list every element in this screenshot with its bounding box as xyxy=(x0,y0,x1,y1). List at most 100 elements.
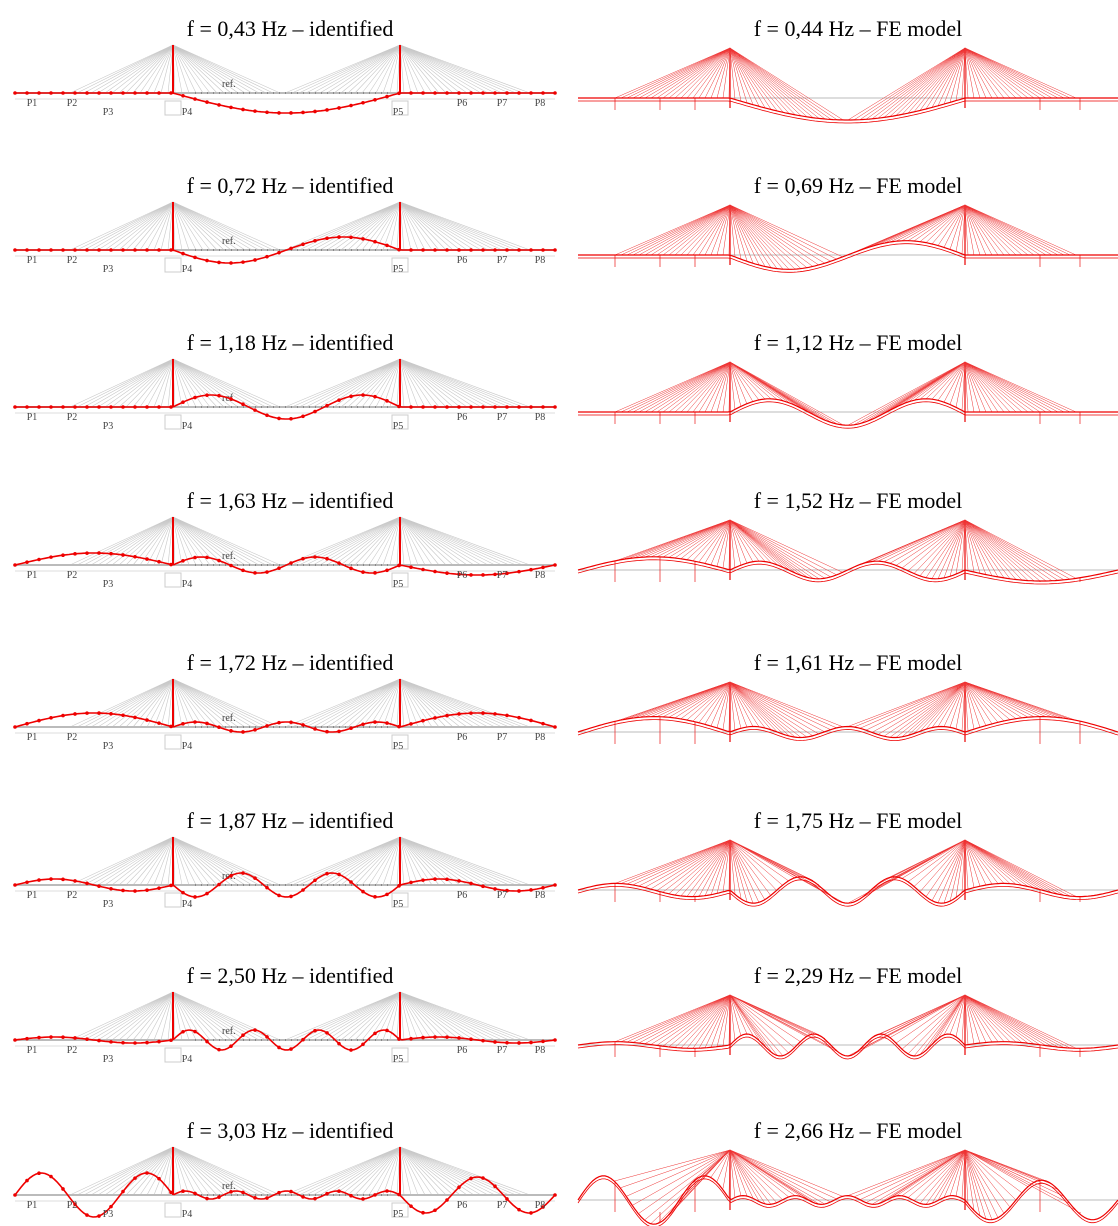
sensor xyxy=(181,559,185,563)
sensor xyxy=(73,1036,77,1040)
sensor xyxy=(385,1189,389,1193)
sensor xyxy=(145,718,149,722)
cable xyxy=(914,362,965,400)
cable xyxy=(400,359,523,407)
pier-label: P4 xyxy=(182,1209,193,1220)
sensor xyxy=(145,405,149,409)
sensor xyxy=(517,1208,521,1212)
sensor xyxy=(49,555,53,559)
sensor xyxy=(13,1193,17,1197)
sensor xyxy=(313,879,317,883)
sensor xyxy=(97,884,101,888)
sensor xyxy=(469,248,473,252)
cable xyxy=(730,1150,771,1204)
cable xyxy=(173,1147,252,1195)
sensor xyxy=(553,405,557,409)
sensor xyxy=(385,399,389,403)
pier-label: P5 xyxy=(393,421,404,432)
cable xyxy=(730,205,831,261)
cable xyxy=(327,45,400,93)
pier-label: P6 xyxy=(457,412,468,423)
cable xyxy=(400,517,523,565)
sensor xyxy=(217,103,221,107)
cable xyxy=(965,48,1010,98)
model-bridge xyxy=(578,840,1118,906)
sensor xyxy=(145,888,149,892)
sensor xyxy=(361,1042,365,1046)
sensor xyxy=(97,1039,101,1043)
sensor xyxy=(409,1204,413,1208)
sensor xyxy=(37,91,41,95)
cable xyxy=(77,992,173,1040)
cable xyxy=(334,679,400,727)
sensor xyxy=(361,722,365,726)
sensor xyxy=(529,719,533,723)
cable xyxy=(854,682,965,727)
sensor xyxy=(157,1040,161,1044)
cable xyxy=(140,45,173,93)
cable xyxy=(965,840,1034,888)
sensor xyxy=(205,1040,209,1044)
sensor xyxy=(289,720,293,724)
sensor xyxy=(97,551,101,555)
cable xyxy=(878,520,965,561)
sensor xyxy=(361,237,365,241)
cable xyxy=(615,48,730,98)
sensor xyxy=(13,248,17,252)
pier-label: P2 xyxy=(67,570,78,581)
pier-label: P1 xyxy=(27,1045,38,1056)
cable xyxy=(292,992,400,1040)
sensor xyxy=(13,725,17,729)
cable xyxy=(77,517,173,565)
sensor xyxy=(133,716,137,720)
sensor xyxy=(169,405,173,409)
sensor xyxy=(493,1040,497,1044)
model-bridge xyxy=(578,520,1118,584)
sensor xyxy=(421,248,425,252)
sensor xyxy=(97,91,101,95)
sensor xyxy=(361,570,365,574)
cable xyxy=(334,1147,400,1195)
cable xyxy=(400,837,523,885)
cable xyxy=(355,359,400,407)
sensor xyxy=(61,714,65,718)
cable xyxy=(84,992,173,1040)
panel-title: f = 1,63 Hz – identified xyxy=(187,488,394,513)
sensor xyxy=(529,405,533,409)
sensor xyxy=(493,712,497,716)
cable xyxy=(730,205,819,265)
figure: f = 0,43 Hz – identifiedref.P1P2P3P4P5P6… xyxy=(0,0,1118,1226)
pier-label: P2 xyxy=(67,1045,78,1056)
cable xyxy=(362,992,400,1040)
sensor xyxy=(529,888,533,892)
cable xyxy=(681,840,730,896)
mode-shape xyxy=(15,237,555,263)
cable xyxy=(681,362,730,412)
sensor xyxy=(157,1177,161,1181)
panel-title: f = 1,61 Hz – FE model xyxy=(754,650,963,675)
sensor xyxy=(373,720,377,724)
pier-label: P4 xyxy=(182,899,193,910)
cable xyxy=(965,48,1022,98)
pier-label: P5 xyxy=(393,741,404,752)
cable xyxy=(173,837,266,885)
cable xyxy=(965,995,1076,1048)
cable xyxy=(645,520,730,557)
cable xyxy=(675,362,730,412)
cable xyxy=(908,520,965,571)
cable xyxy=(693,48,730,98)
sensor xyxy=(241,569,245,573)
cable xyxy=(84,679,173,727)
cable xyxy=(400,992,516,1040)
sensor xyxy=(49,248,53,252)
pier-label: P1 xyxy=(27,412,38,423)
cable xyxy=(77,45,173,93)
cable xyxy=(173,359,217,407)
sensor xyxy=(529,248,533,252)
cable xyxy=(730,682,771,730)
cable xyxy=(126,1147,173,1195)
sensor xyxy=(37,1036,41,1040)
pier-base xyxy=(165,573,181,587)
sensor xyxy=(277,1191,281,1195)
cable xyxy=(730,840,789,881)
